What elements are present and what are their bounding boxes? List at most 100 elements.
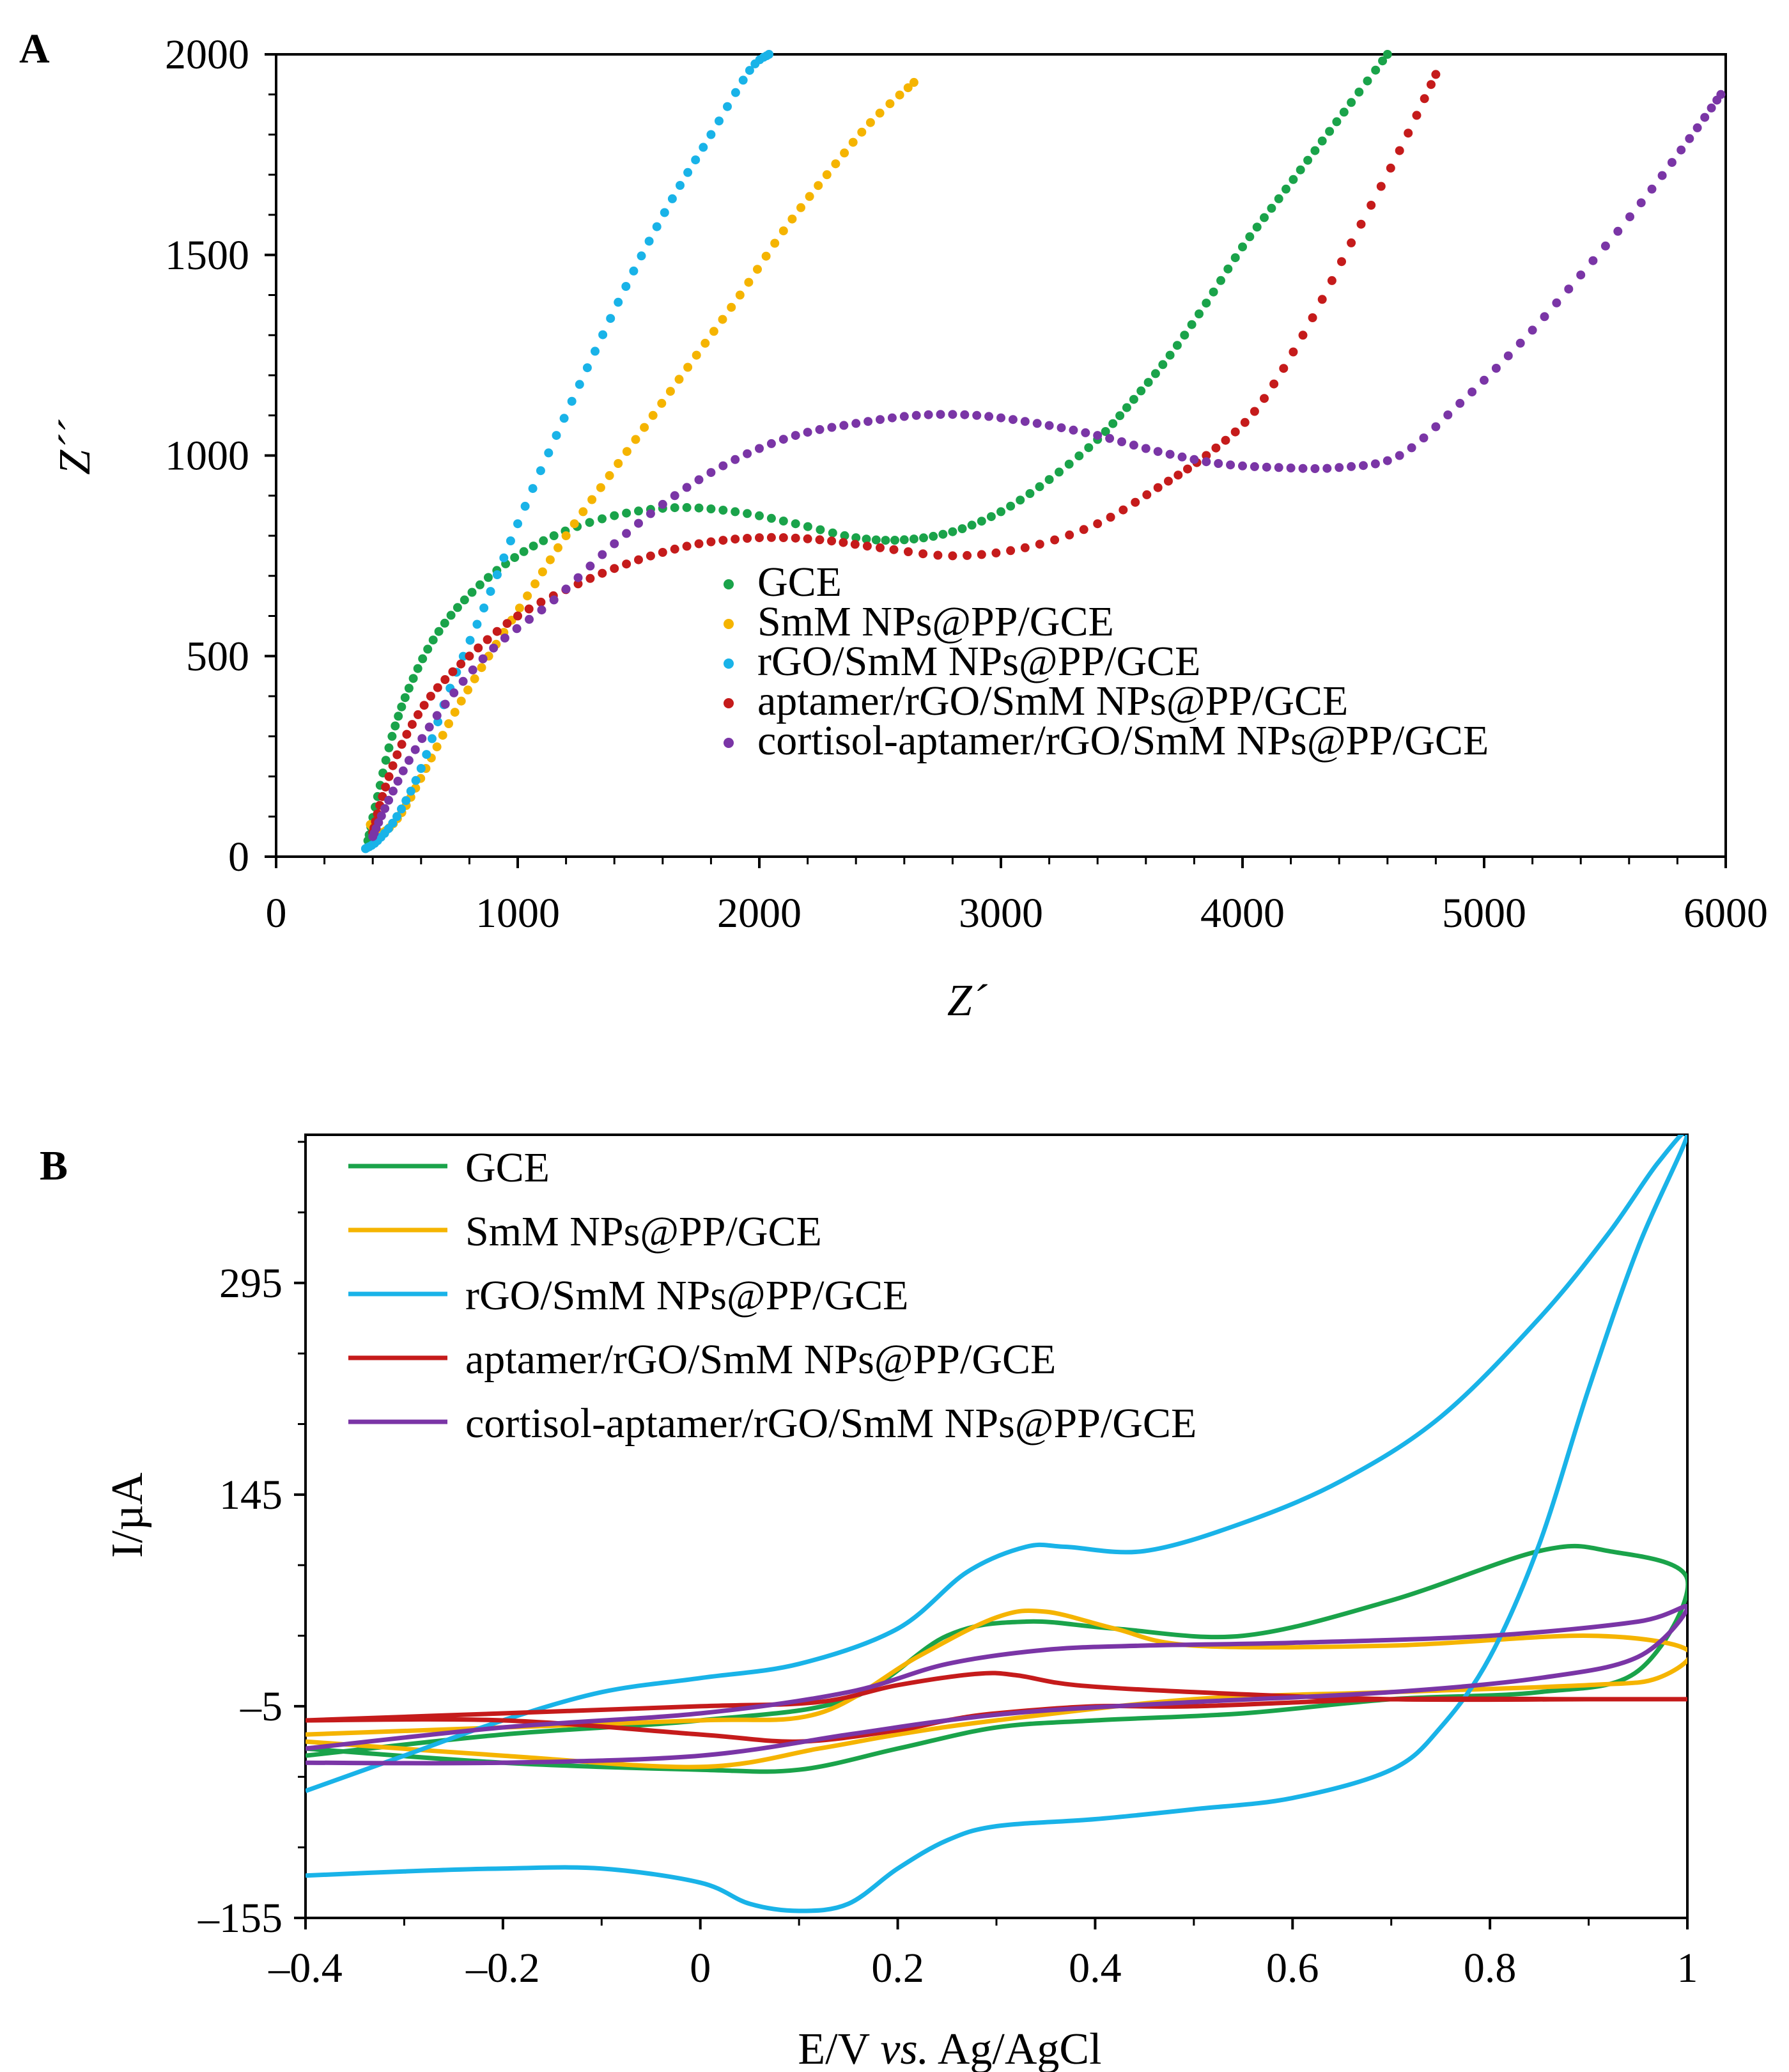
panel-a-data-point xyxy=(665,387,675,396)
panel-a-data-point xyxy=(822,170,832,180)
panel-a-data-point xyxy=(1260,394,1269,403)
panel-a-data-point xyxy=(587,495,597,504)
panel-a-data-point xyxy=(1214,459,1223,468)
panel-a-data-point xyxy=(996,507,1005,517)
panel-b-series-gce xyxy=(306,1543,1687,1774)
panel-a-data-point xyxy=(1528,325,1537,335)
panel-a-data-point xyxy=(472,619,482,629)
panel-a-data-point xyxy=(1407,443,1416,453)
panel-a-data-point xyxy=(598,330,608,339)
panel-a-data-point xyxy=(924,410,933,419)
panel-a-series-rgo-smm-nps-pp-gce xyxy=(360,50,774,853)
panel-a-data-point xyxy=(731,455,740,464)
panel-b-legend-label: cortisol-aptamer/rGO/SmM NPs@PP/GCE xyxy=(465,1400,1197,1447)
panel-a-data-point xyxy=(465,651,474,661)
panel-a-data-point xyxy=(575,380,584,389)
panel-b-x-tick-label: 0 xyxy=(690,1945,711,1991)
panel-a-data-point xyxy=(652,222,662,231)
panel-a-data-point xyxy=(828,528,837,538)
panel-b-x-tick-label: 0.8 xyxy=(1464,1945,1517,1991)
panel-label-b: B xyxy=(40,1142,68,1189)
panel-a-data-point xyxy=(528,484,538,494)
panel-a-data-point xyxy=(448,667,458,676)
panel-a-data-point xyxy=(376,811,386,821)
panel-a-data-point xyxy=(411,775,421,785)
panel-a-data-point xyxy=(1230,253,1240,263)
panel-a-legend-label: rGO/SmM NPs@PP/GCE xyxy=(757,638,1200,685)
panel-a-data-point xyxy=(1129,394,1138,404)
panel-a-data-point xyxy=(1347,98,1356,107)
panel-a-data-point xyxy=(502,619,512,628)
panel-a-data-point xyxy=(1685,134,1694,143)
panel-a-data-point xyxy=(1274,194,1283,203)
panel-a-data-point xyxy=(631,435,640,444)
panel-a-data-point xyxy=(1332,117,1342,127)
panel-a-data-point xyxy=(718,315,727,324)
panel-a-data-point xyxy=(1625,212,1634,222)
panel-b-plot-area: –0.4 –0.2 0 0.2 0.4 0.6 0.8 1 –155 –5 145 295 xyxy=(197,1133,1698,1991)
panel-a-legend-marker xyxy=(724,698,734,708)
panel-a-data-point xyxy=(755,511,764,520)
panel-a-data-point xyxy=(1692,123,1702,132)
panel-a-data-point xyxy=(753,265,762,274)
panel-a-data-point xyxy=(475,580,484,589)
panel-a-data-point xyxy=(1347,462,1356,471)
panel-a-data-point xyxy=(911,410,921,420)
panel-a-data-point xyxy=(706,468,716,478)
panel-a-data-point xyxy=(1057,423,1066,433)
panel-a-data-point xyxy=(899,412,909,421)
panel-a-data-point xyxy=(1339,107,1349,117)
panel-a-data-point xyxy=(699,143,708,152)
panel-b-x-tick-label: 0.4 xyxy=(1069,1945,1122,1991)
panel-a-y-tick-label: 2000 xyxy=(165,31,249,78)
panel-a-y-axis-label: Z´´ xyxy=(50,419,100,475)
panel-a-data-point xyxy=(1317,295,1327,304)
panel-a-data-point xyxy=(1143,378,1153,387)
panel-a-data-point xyxy=(1079,525,1088,534)
panel-a-data-point xyxy=(778,533,788,542)
panel-a-data-point xyxy=(614,297,623,307)
panel-a-data-point xyxy=(606,314,616,323)
panel-b-x-tick-label: 0.6 xyxy=(1266,1945,1319,1991)
panel-a-data-point xyxy=(1308,313,1317,322)
panel-a-data-point xyxy=(876,543,885,552)
panel-a-legend-marker xyxy=(724,738,734,748)
panel-a-data-point xyxy=(397,740,407,749)
panel-a-data-point xyxy=(449,688,459,697)
panel-a-data-point xyxy=(996,413,1005,423)
panel-b-x-axis-label: E/V vs. Ag/AgCl xyxy=(798,2025,1101,2072)
panel-a-data-point xyxy=(426,692,435,701)
panel-a-data-point xyxy=(1412,111,1421,120)
panel-a-data-point xyxy=(1245,232,1255,242)
panel-a-data-point xyxy=(743,509,752,518)
panel-a-data-point xyxy=(865,118,875,127)
panel-a-data-point xyxy=(1382,456,1392,465)
panel-a-data-point xyxy=(1055,467,1064,477)
panel-a-data-point xyxy=(1164,476,1173,486)
panel-a-data-point xyxy=(394,712,403,721)
panel-a-data-point xyxy=(977,517,986,526)
panel-a-data-point xyxy=(827,423,837,432)
panel-a-data-point xyxy=(791,519,800,529)
panel-a-data-point xyxy=(444,719,453,728)
panel-a-data-point xyxy=(450,708,460,717)
panel-a-data-point xyxy=(1600,241,1610,251)
panel-a-data-point xyxy=(670,503,679,513)
panel-a-data-point xyxy=(404,756,414,765)
panel-a-data-point xyxy=(561,531,571,540)
panel-a-data-point xyxy=(1074,451,1084,461)
panel-a-data-point xyxy=(840,531,849,540)
panel-a-x-axis-label: Z´ xyxy=(947,976,988,1025)
panel-a-data-point xyxy=(407,720,417,729)
panel-a-data-point xyxy=(1044,421,1054,430)
panel-a-data-point xyxy=(1065,530,1074,540)
panel-a-x-tick-label: 1000 xyxy=(476,890,560,937)
panel-a-data-point xyxy=(1310,464,1320,473)
panel-a-data-point xyxy=(1363,76,1372,86)
panel-a-data-point xyxy=(709,327,718,336)
panel-a-data-point xyxy=(585,518,594,527)
panel-a-data-point xyxy=(582,363,592,373)
panel-a-data-point xyxy=(694,503,704,513)
panel-a-legend-marker xyxy=(724,579,734,589)
panel-a-data-point xyxy=(1180,331,1189,340)
